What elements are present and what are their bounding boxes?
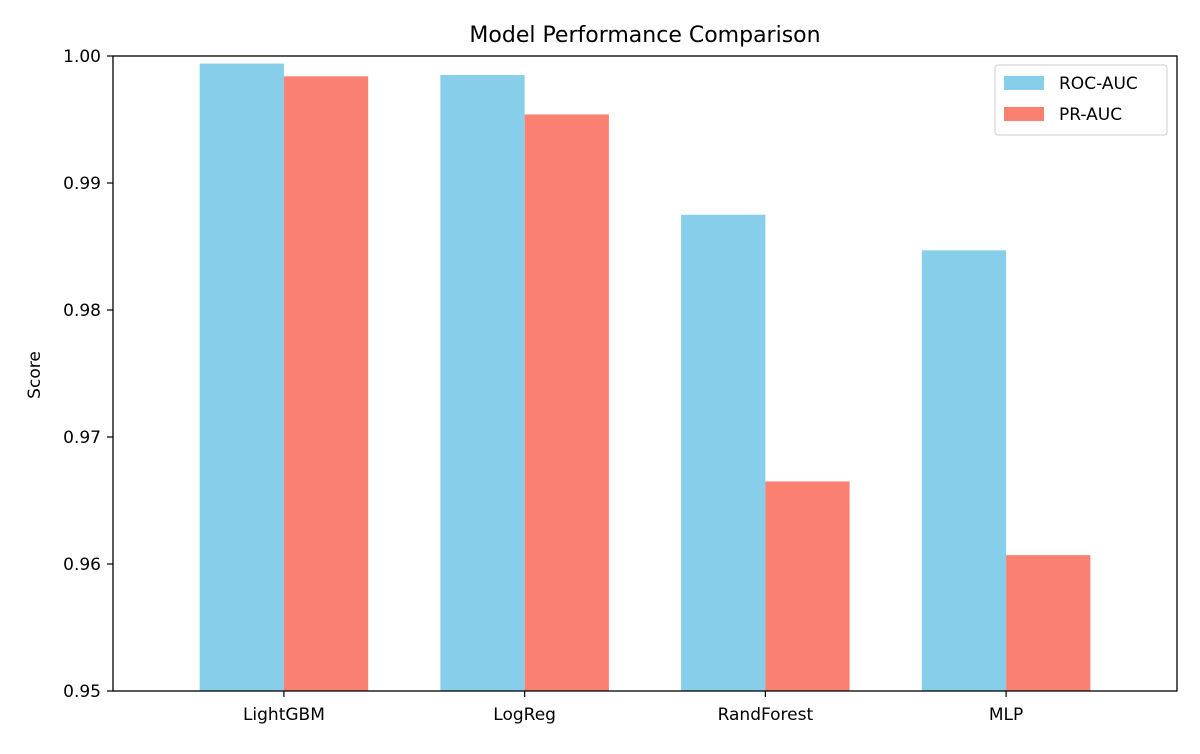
y-tick-label: 0.98 [63,301,101,321]
y-tick-label: 0.97 [63,428,101,448]
x-tick-label: MLP [989,705,1023,725]
x-tick-label: LightGBM [243,705,325,725]
legend-label: ROC-AUC [1059,74,1138,94]
bar-roc-auc-randforest [681,214,766,691]
legend-swatch [1004,107,1044,121]
y-tick-label: 0.96 [63,555,101,575]
bar-roc-auc-lightgbm [199,63,284,692]
bar-pr-auc-lightgbm [283,76,369,691]
x-tick-label: LogReg [493,705,556,725]
y-ticks-group: 0.95 0.96 0.97 0.98 0.99 1.00 [63,47,113,702]
bar-roc-auc-logreg [440,75,525,692]
y-tick-label: 0.99 [63,174,101,194]
y-tick-label: 1.00 [63,47,101,67]
bar-pr-auc-randforest [765,481,850,691]
bars-group [199,63,1091,692]
legend-swatch [1004,76,1044,90]
x-tick-label: RandForest [718,705,814,725]
x-ticks-group: LightGBM LogReg RandForest MLP [243,691,1023,725]
y-tick-label: 0.95 [63,682,101,702]
y-axis-label: Score [25,351,45,399]
bar-pr-auc-mlp [1006,555,1091,691]
plot-frame [112,55,1178,692]
bar-roc-auc-mlp [921,250,1007,691]
legend-label: PR-AUC [1059,105,1122,125]
chart-title: Model Performance Comparison [469,23,820,48]
bar-pr-auc-logreg [524,114,609,692]
legend: ROC-AUC PR-AUC [994,64,1168,136]
